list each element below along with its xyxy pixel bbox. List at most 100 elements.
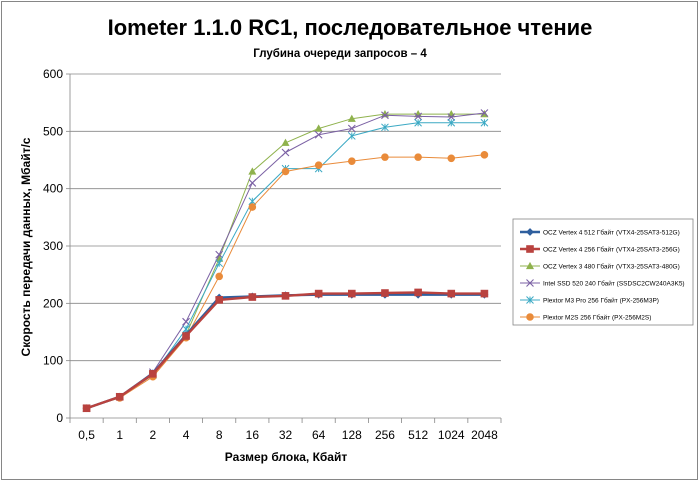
chart-subtitle: Глубина очереди запросов – 4: [253, 48, 427, 60]
legend-swatch-marker: [526, 228, 534, 236]
data-point: [348, 289, 356, 298]
series-2: [82, 288, 489, 413]
data-point: [281, 292, 290, 300]
x-tick-label: 4: [183, 428, 190, 442]
marker-stroke: [215, 250, 224, 259]
y-tick-label: 100: [43, 354, 63, 368]
series-6: [82, 151, 489, 413]
data-point: [414, 288, 422, 297]
data-point: [447, 154, 456, 163]
series-4: [82, 109, 489, 413]
data-point: [480, 109, 489, 117]
data-point: [414, 118, 422, 127]
data-point: [348, 157, 356, 165]
x-tick-label: 32: [279, 428, 293, 442]
x-tick-label: 1024: [438, 428, 465, 442]
x-tick-label: 2: [150, 428, 157, 442]
data-point: [480, 151, 489, 159]
legend-swatch-marker: [526, 245, 534, 253]
data-point: [82, 404, 91, 413]
data-point: [314, 130, 323, 139]
data-point: [414, 112, 423, 121]
data-point: [347, 132, 356, 140]
x-tick-label: 0,5: [78, 428, 95, 442]
axes: 0 100 200 300 400 500 600 0,5 1 2 4 8 16 32 64 128 256 51…: [43, 67, 502, 442]
data-point: [314, 124, 323, 132]
data-point: [381, 153, 389, 161]
x-tick-label: 8: [216, 428, 223, 442]
data-point: [248, 203, 257, 211]
legend-label: Intel SSD 520 240 Гбайт (SSDSC2CW240A3K5…: [543, 279, 685, 287]
data-point: [414, 153, 422, 161]
legend-label: OCZ Vertex 3 480 Гбайт (VTX3-25SAT3-480G…: [543, 262, 680, 270]
legend-swatch-marker: [526, 313, 534, 321]
y-tick-label: 200: [43, 296, 63, 310]
data-point: [281, 138, 290, 146]
marker-stroke: [480, 109, 489, 117]
marker-stroke: [182, 317, 190, 326]
series-5: [82, 118, 489, 413]
x-axis-label: Размер блока, Кбайт: [225, 450, 348, 464]
series-1: [82, 290, 489, 413]
data-point: [115, 392, 124, 401]
data-point: [447, 118, 456, 127]
data-point: [347, 114, 356, 122]
y-tick-label: 500: [43, 124, 63, 138]
data-point: [480, 118, 489, 127]
chart-title: Iometer 1.1.0 RC1, последовательное чтен…: [108, 15, 593, 40]
data-point: [149, 370, 157, 378]
data-point: [281, 148, 290, 157]
x-tick-label: 512: [408, 428, 428, 442]
data-point: [447, 289, 456, 298]
legend-item: Plextor M2S 256 Гбайт (PX-256M2S): [520, 313, 651, 321]
series-line: [86, 293, 485, 410]
data-point: [215, 259, 224, 268]
data-point: [381, 289, 389, 297]
data-point: [314, 161, 323, 169]
legend: OCZ Vertex 4 512 Гбайт (VTX4-25SAT3-512G…: [512, 218, 694, 326]
data-point: [248, 293, 257, 301]
y-tick-label: 0: [56, 411, 63, 425]
marker-stroke: [381, 111, 389, 120]
series-group: [82, 109, 489, 413]
data-point: [248, 179, 257, 187]
data-point: [381, 111, 389, 120]
y-tick-label: 300: [43, 239, 63, 253]
data-point: [215, 296, 223, 304]
legend-label: OCZ Vertex 4 256 Гбайт (VTX4-25SAT3-256G…: [543, 245, 680, 253]
data-point: [281, 167, 290, 176]
x-tick-label: 1: [116, 428, 123, 442]
legend-swatch-marker: [526, 296, 534, 304]
legend-swatch-marker: [526, 279, 534, 287]
legend-label: Plextor M3 Pro 256 Гбайт (PX-256M3P): [543, 296, 659, 304]
legend-item: OCZ Vertex 4 256 Гбайт (VTX4-25SAT3-256G…: [520, 245, 680, 253]
series-3: [82, 110, 489, 412]
marker-stroke: [414, 112, 423, 121]
data-point: [182, 332, 190, 340]
data-point: [347, 124, 356, 133]
marker-stroke: [314, 130, 323, 139]
marker-stroke: [281, 148, 290, 157]
legend-item: OCZ Vertex 4 512 Гбайт (VTX4-25SAT3-512G…: [520, 228, 680, 236]
legend-label: OCZ Vertex 4 512 Гбайт (VTX4-25SAT3-512G…: [543, 228, 680, 236]
series-line: [86, 291, 485, 410]
series-line: [86, 113, 485, 409]
legend-items: OCZ Vertex 4 512 Гбайт (VTX4-25SAT3-512G…: [520, 228, 685, 321]
legend-item: Plextor M3 Pro 256 Гбайт (PX-256M3P): [520, 296, 659, 304]
data-point: [480, 289, 489, 298]
gridlines: [70, 73, 501, 362]
x-tick-label: 64: [312, 428, 326, 442]
data-point: [215, 272, 223, 281]
marker-stroke: [248, 179, 257, 187]
data-point: [248, 167, 257, 175]
x-tick-label: 128: [342, 428, 362, 442]
legend-swatch-marker: [525, 261, 535, 270]
x-tick-label: 256: [375, 428, 395, 442]
x-tick-label: 2048: [471, 428, 498, 442]
marker-stroke: [347, 124, 356, 133]
y-axis-label: Скорость передачи данных, Мбайт/с: [19, 137, 33, 356]
y-tick-label: 600: [43, 67, 63, 81]
data-point: [447, 113, 456, 121]
legend-box: [512, 218, 694, 326]
series-line: [86, 154, 485, 409]
